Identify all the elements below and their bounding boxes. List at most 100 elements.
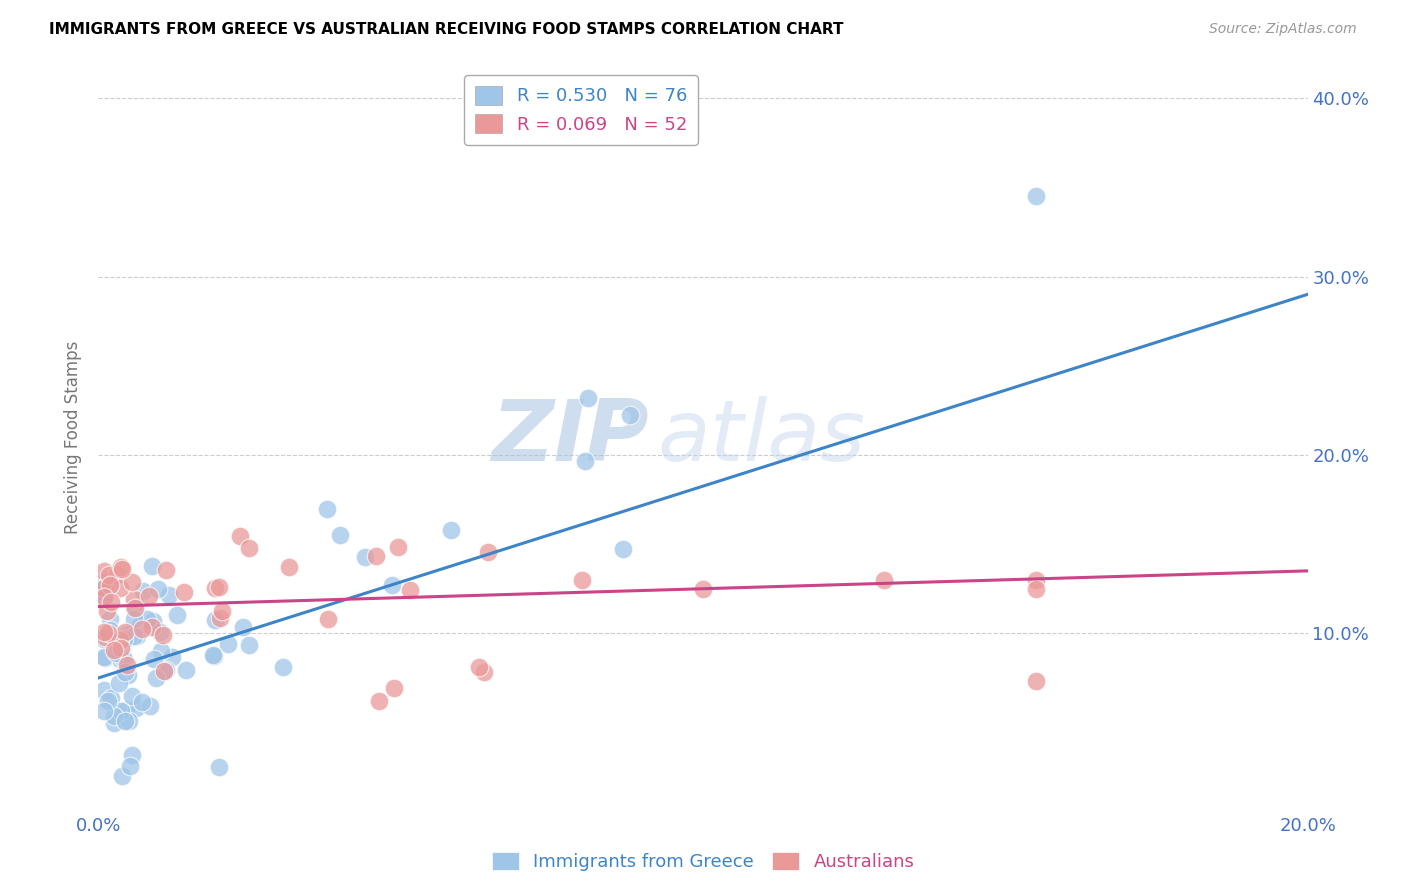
Point bbox=[110, 559, 132, 574]
Point bbox=[367, 693, 389, 707]
Point bbox=[108, 581, 131, 595]
Point bbox=[112, 632, 135, 646]
Point bbox=[120, 626, 142, 640]
Point bbox=[93, 630, 115, 644]
Point bbox=[108, 633, 131, 648]
Point bbox=[229, 529, 252, 543]
Point bbox=[105, 568, 128, 582]
Point bbox=[110, 704, 132, 718]
Point bbox=[364, 549, 387, 564]
Point bbox=[93, 650, 115, 665]
Point bbox=[112, 652, 135, 666]
Point bbox=[612, 542, 634, 557]
Point bbox=[387, 541, 409, 555]
Point bbox=[316, 502, 339, 516]
Legend: R = 0.530   N = 76, R = 0.069   N = 52: R = 0.530 N = 76, R = 0.069 N = 52 bbox=[464, 75, 697, 145]
Point bbox=[117, 658, 139, 673]
Point bbox=[472, 665, 495, 680]
Point bbox=[155, 663, 177, 677]
Point bbox=[121, 690, 143, 704]
Point bbox=[103, 643, 125, 657]
Point bbox=[477, 544, 499, 558]
Text: atlas: atlas bbox=[657, 395, 865, 479]
Point bbox=[316, 612, 339, 626]
Point bbox=[238, 541, 260, 555]
Point bbox=[122, 592, 145, 607]
Point bbox=[692, 582, 714, 596]
Point bbox=[93, 591, 115, 606]
Point bbox=[238, 639, 260, 653]
Point bbox=[217, 637, 239, 651]
Point bbox=[153, 664, 176, 678]
Point bbox=[873, 573, 896, 587]
Point bbox=[100, 690, 122, 705]
Point bbox=[132, 583, 155, 598]
Point bbox=[1024, 674, 1046, 689]
Text: IMMIGRANTS FROM GREECE VS AUSTRALIAN RECEIVING FOOD STAMPS CORRELATION CHART: IMMIGRANTS FROM GREECE VS AUSTRALIAN REC… bbox=[49, 22, 844, 37]
Point bbox=[381, 578, 404, 592]
Point bbox=[114, 665, 136, 680]
Point bbox=[574, 453, 596, 467]
Point bbox=[98, 623, 121, 637]
Y-axis label: Receiving Food Stamps: Receiving Food Stamps bbox=[65, 341, 83, 533]
Point bbox=[149, 625, 172, 640]
Point bbox=[105, 639, 128, 653]
Point bbox=[118, 714, 141, 728]
Point bbox=[93, 632, 115, 646]
Point bbox=[1024, 573, 1046, 587]
Point bbox=[124, 601, 146, 615]
Point bbox=[208, 760, 231, 774]
Point bbox=[204, 648, 226, 663]
Point bbox=[93, 682, 115, 697]
Point bbox=[97, 568, 120, 582]
Point bbox=[121, 747, 143, 762]
Point bbox=[143, 652, 166, 666]
Point bbox=[93, 581, 115, 595]
Point bbox=[115, 703, 138, 717]
Point bbox=[145, 671, 167, 685]
Point bbox=[160, 649, 183, 664]
Point bbox=[166, 608, 188, 623]
Point bbox=[141, 620, 163, 634]
Point bbox=[97, 693, 120, 707]
Point bbox=[149, 644, 172, 658]
Point bbox=[141, 559, 163, 574]
Point bbox=[98, 578, 121, 592]
Point bbox=[467, 660, 489, 674]
Point bbox=[122, 629, 145, 643]
Point bbox=[278, 560, 301, 574]
Point bbox=[93, 590, 115, 604]
Point bbox=[97, 625, 120, 640]
Point bbox=[105, 646, 128, 660]
Point bbox=[98, 612, 121, 626]
Point bbox=[1024, 582, 1046, 596]
Point bbox=[110, 652, 132, 666]
Point bbox=[148, 582, 170, 596]
Point bbox=[110, 642, 132, 657]
Point bbox=[173, 584, 195, 599]
Point bbox=[93, 585, 115, 599]
Point bbox=[103, 716, 125, 731]
Legend: Immigrants from Greece, Australians: Immigrants from Greece, Australians bbox=[485, 845, 921, 879]
Point bbox=[121, 575, 143, 590]
Point bbox=[114, 714, 136, 729]
Point bbox=[111, 562, 134, 576]
Point bbox=[208, 611, 231, 625]
Text: Source: ZipAtlas.com: Source: ZipAtlas.com bbox=[1209, 22, 1357, 37]
Point bbox=[139, 699, 162, 714]
Point bbox=[155, 563, 177, 577]
Point bbox=[125, 629, 148, 643]
Point bbox=[138, 589, 160, 603]
Point bbox=[1024, 189, 1046, 203]
Point bbox=[157, 588, 180, 602]
Point bbox=[131, 695, 153, 709]
Point bbox=[398, 582, 420, 597]
Point bbox=[440, 524, 463, 538]
Point bbox=[125, 701, 148, 715]
Point bbox=[118, 758, 141, 772]
Point bbox=[152, 628, 174, 642]
Point bbox=[103, 709, 125, 723]
Point bbox=[619, 408, 641, 422]
Point bbox=[232, 620, 254, 634]
Point bbox=[128, 617, 150, 632]
